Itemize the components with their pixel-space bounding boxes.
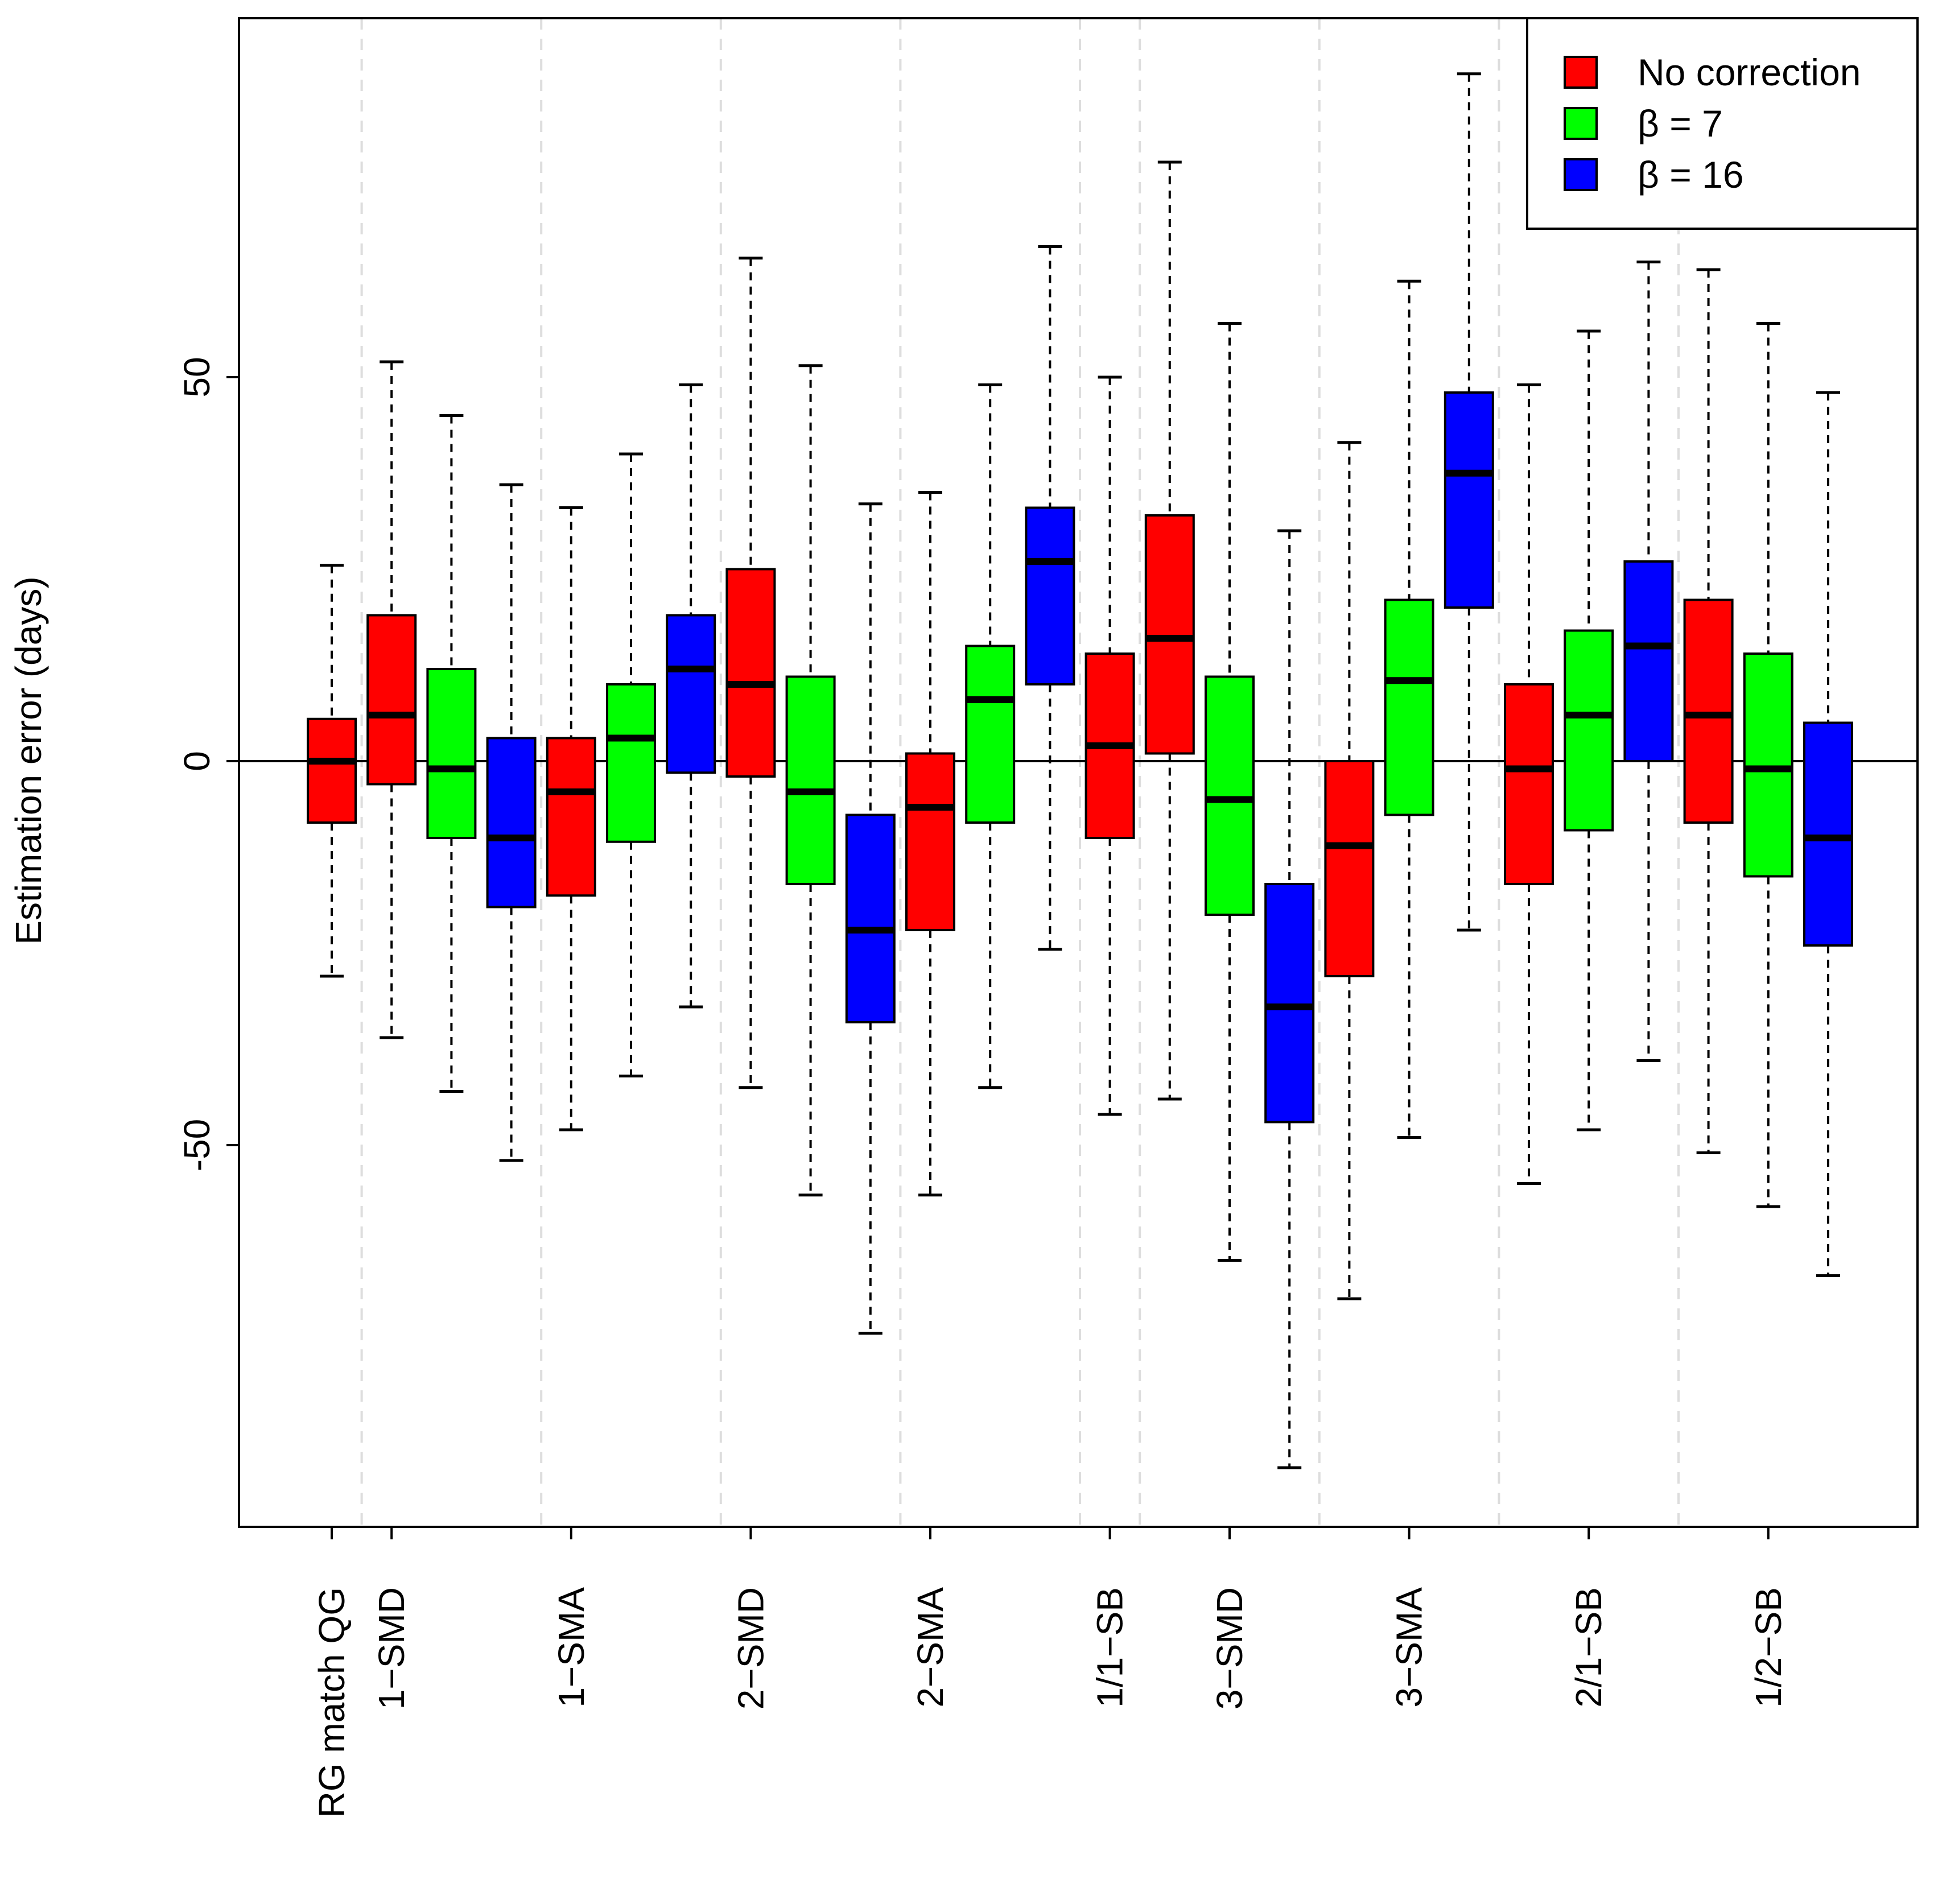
legend-swatch [1564,56,1598,89]
group-separators [360,18,1680,1527]
box-body [1144,514,1195,755]
box-body [1683,598,1734,824]
box-body [1743,652,1793,878]
box-body [785,675,836,885]
box-body [1324,760,1375,977]
box-body [845,813,896,1023]
x-axis: RG match QG 1−SMD 1−SMA 2−SMD 2−SMA 1/1−SB 3−S… [311,1527,1789,1818]
box-plot [366,360,417,1039]
x-category-label: 2/1−SB [1568,1587,1609,1708]
box-plot [1205,322,1255,1262]
box-body [426,668,477,839]
box-plot [1264,529,1315,1469]
x-category-label: 3−SMA [1389,1587,1430,1708]
x-category-label: 2−SMA [910,1587,951,1708]
box-body [725,568,776,778]
legend-label: No correction [1638,51,1861,93]
box-plot [965,383,1016,1089]
x-category-label: 2−SMD [730,1587,771,1709]
x-category-label: 3−SMD [1209,1587,1250,1709]
y-axis: -50 0 50 [176,357,239,1171]
box-plot [1623,261,1674,1062]
box-plot [1444,72,1494,932]
box-plot [1504,383,1554,1185]
legend-swatch [1564,107,1598,140]
box-plot [1564,329,1614,1131]
legend: No correction β = 7 β = 16 [1526,17,1919,230]
x-category-label: 1−SMA [551,1587,592,1708]
box-plot [785,364,836,1197]
box-body [1564,629,1614,832]
legend-label: β = 7 [1638,102,1723,144]
box-body [905,752,955,931]
box-body [1264,883,1315,1124]
box-body [546,737,596,897]
legend-swatch [1564,158,1598,191]
box-plot [1803,391,1853,1277]
legend-label: β = 16 [1638,154,1744,196]
box-body [1623,560,1674,762]
box-body [1025,506,1075,685]
box-body [1803,721,1853,947]
box-plot [307,564,357,978]
x-category-label: 1−SMD [371,1587,412,1709]
box-plot [1025,245,1075,951]
box-body [1444,391,1494,609]
box-series [307,72,1853,1469]
box-body [965,645,1016,824]
box-body [486,737,537,908]
box-plot [1384,279,1434,1139]
x-category-label: 1/1−SB [1090,1587,1131,1708]
box-body [1205,675,1255,916]
box-plot [1743,322,1793,1208]
x-category-label: 1/2−SB [1748,1587,1789,1708]
box-plot [1683,268,1734,1154]
box-plot [606,452,656,1077]
box-body [1504,683,1554,885]
y-axis-title: Estimation error (days) [8,576,49,944]
box-plot [725,257,776,1089]
y-tick-label: 0 [176,751,217,771]
box-plot [486,483,537,1162]
box-plot [1084,375,1135,1116]
plot-frame [238,17,1919,1528]
box-body [606,683,656,843]
box-plot [546,506,596,1131]
box-plot [1144,160,1195,1101]
box-body [1384,598,1434,816]
y-tick-label: 50 [176,357,217,397]
box-plot [905,491,955,1197]
box-body [366,614,417,786]
box-plot [1324,441,1375,1300]
box-plot [666,383,716,1009]
box-plot [426,414,477,1093]
x-category-label: RG match QG [311,1587,352,1818]
box-body [307,717,357,824]
box-plot [845,502,896,1335]
y-tick-label: -50 [176,1119,217,1172]
box-body [666,614,716,774]
